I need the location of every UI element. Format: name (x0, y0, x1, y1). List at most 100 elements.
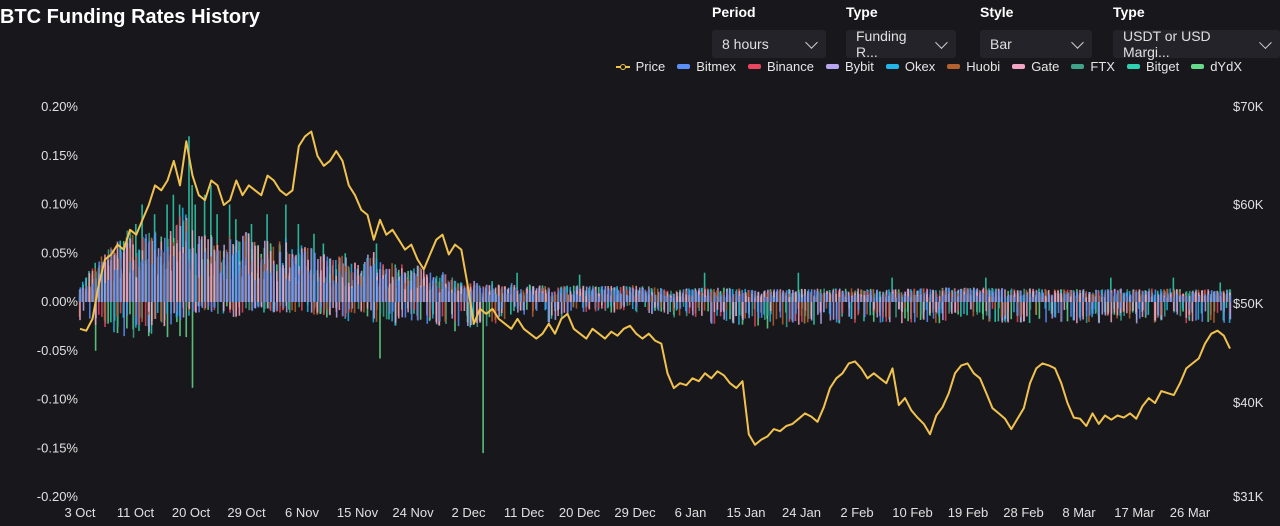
type-select[interactable]: Funding R... (846, 28, 956, 60)
legend-item-bitget[interactable]: Bitget (1126, 59, 1180, 74)
funding-rate-bar-huobi (494, 302, 497, 321)
legend-label: Bitmex (696, 59, 736, 74)
funding-rate-bar-bybit (879, 296, 882, 302)
legend-item-bybit[interactable]: Bybit (825, 59, 874, 74)
funding-rate-bar-bybit (329, 258, 332, 302)
funding-rate-bar-dydx (1038, 302, 1041, 319)
funding-rate-bar-bitmex (110, 249, 113, 302)
funding-rate-bar-binance (322, 302, 325, 316)
funding-rate-bar-huobi (572, 302, 575, 308)
funding-rate-bar-bitmex (1220, 291, 1222, 302)
funding-rate-bar-gate (338, 302, 341, 311)
funding-rate-bar-bitmex (1073, 291, 1075, 302)
x-tick-label: 2 Feb (840, 505, 873, 520)
funding-rate-bar-bitmex (1038, 293, 1041, 302)
funding-rate-bar-bitmex (701, 295, 704, 302)
funding-rate-bar-bitmex (248, 273, 250, 302)
funding-rate-bar-bitmex (1160, 291, 1163, 302)
funding-rate-bar-binance (991, 302, 994, 309)
funding-rate-bar-binance (882, 302, 884, 318)
funding-rate-bar-huobi (628, 302, 631, 306)
funding-rate-bar-gate (741, 302, 744, 319)
style-select[interactable]: Bar (980, 30, 1092, 58)
x-tick-label: 15 Nov (337, 505, 379, 520)
funding-rate-bar-bitmex (107, 279, 110, 302)
funding-rate-bar-huobi (747, 291, 750, 302)
funding-rate-bar-gate (247, 233, 250, 302)
funding-rate-bar-bitmex (1185, 296, 1188, 302)
funding-rate-bar-bybit (560, 302, 563, 314)
legend-item-bitmex[interactable]: Bitmex (677, 59, 736, 74)
funding-rate-bar-bybit (1101, 302, 1104, 315)
funding-rate-bar-okex (372, 302, 375, 323)
funding-rate-bar-okex (166, 302, 168, 314)
funding-rate-bar-bitmex (1117, 290, 1119, 302)
funding-rate-bar-bitmex (957, 295, 960, 302)
funding-rate-bar-bitmex (1023, 294, 1025, 302)
funding-rate-bar-bitmex (538, 292, 541, 302)
legend-item-price[interactable]: Price (615, 59, 665, 74)
funding-rate-bar-huobi (775, 302, 778, 320)
funding-rate-bar-bitmex (929, 289, 932, 302)
funding-rate-bar-bitmex (351, 288, 354, 302)
legend-item-ftx[interactable]: FTX (1071, 59, 1115, 74)
funding-rate-bar-bitmex (376, 280, 379, 302)
funding-rate-bar-bitmex (582, 302, 585, 312)
legend-item-gate[interactable]: Gate (1012, 59, 1059, 74)
funding-rate-bar-bitmex (1163, 296, 1166, 302)
funding-rate-bar-bitmex (598, 296, 600, 302)
funding-rate-bar-bitmex (1054, 302, 1057, 318)
legend-label: Bitget (1145, 59, 1180, 74)
funding-rate-bar-ftx (382, 302, 385, 317)
funding-rate-bar-gate (863, 295, 866, 302)
funding-rate-bar-okex (1166, 302, 1168, 311)
funding-rate-bar-bitmex (320, 302, 322, 308)
funding-rate-bar-gate (872, 302, 875, 312)
funding-rate-bar-huobi (647, 302, 650, 311)
funding-rate-bar-bitget (1110, 277, 1112, 303)
legend-item-okex[interactable]: Okex (885, 59, 936, 74)
funding-rate-bar-bitmex (1223, 302, 1225, 323)
funding-rate-bar-bitmex (788, 302, 791, 320)
funding-rate-bar-bybit (554, 302, 557, 320)
funding-rate-bar-huobi (463, 295, 465, 302)
funding-rate-bar-bybit (317, 258, 319, 302)
funding-rate-bar-bitmex (763, 296, 766, 302)
legend-item-binance[interactable]: Binance (747, 59, 814, 74)
funding-rate-bar-bybit (182, 302, 185, 318)
funding-rate-bar-bitmex (476, 283, 479, 302)
funding-rate-bar-bitmex (842, 291, 844, 302)
funding-rate-bar-huobi (231, 302, 234, 311)
funding-rate-bar-bitmex (729, 289, 732, 302)
funding-rate-bar-bitmex (576, 294, 579, 302)
funding-rate-bar-huobi (491, 302, 493, 322)
y-right-tick-label: $70K (1233, 99, 1264, 114)
funding-rate-bar-huobi (713, 288, 715, 302)
margin-type-select[interactable]: USDT or USD Margi... (1113, 28, 1280, 60)
funding-rate-bar-bitmex (945, 289, 947, 302)
funding-rate-bar-huobi (653, 287, 656, 302)
funding-rate-bar-gate (285, 242, 288, 302)
y-left-tick-label: 0.15% (41, 148, 78, 163)
funding-rate-bar-gate (819, 302, 822, 312)
funding-rate-bar-bitmex (607, 289, 610, 302)
period-select[interactable]: 8 hours (712, 30, 826, 58)
funding-rate-bar-bitmex (520, 289, 522, 302)
funding-rate-bar-bitmex (895, 297, 897, 302)
funding-rate-bar-gate (435, 302, 438, 323)
bar-swatch-icon (1012, 64, 1026, 69)
funding-rate-bar-huobi (419, 267, 422, 302)
funding-rate-bar-bitmex (273, 264, 275, 302)
funding-rate-bar-huobi (935, 302, 937, 323)
funding-rate-bar-gate (563, 302, 566, 313)
legend-item-huobi[interactable]: Huobi (947, 59, 1000, 74)
legend-item-dydx[interactable]: dYdX (1191, 59, 1242, 74)
funding-rate-bar-bybit (1051, 302, 1054, 319)
legend-label: Okex (904, 59, 936, 74)
funding-rate-bar-gate (122, 252, 125, 302)
funding-rate-bar-huobi (866, 302, 868, 315)
funding-rate-bar-bitmex (807, 289, 810, 302)
funding-rate-bar-bitmex (845, 290, 847, 302)
funding-rate-bar-okex (431, 302, 434, 319)
